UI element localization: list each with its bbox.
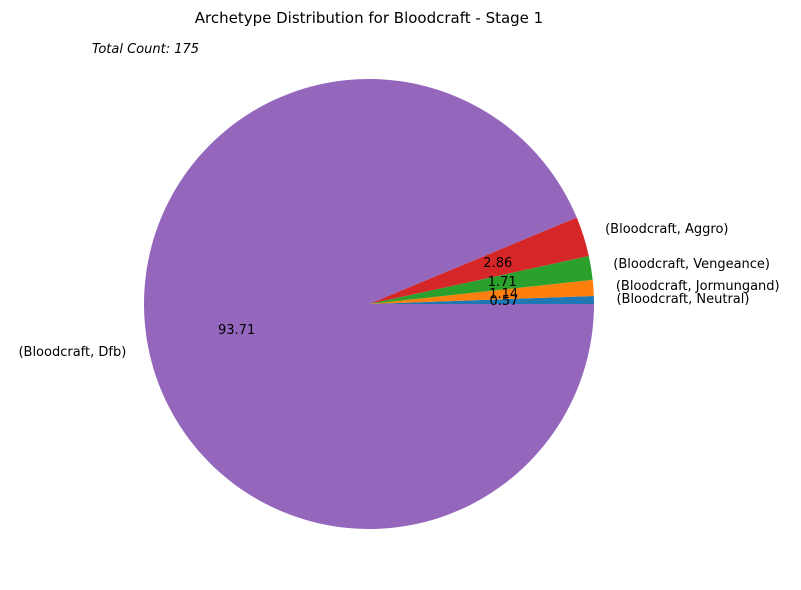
pie-slice (369, 256, 593, 304)
pie-slice (369, 217, 589, 304)
slice-label: (Bloodcraft, Aggro) (605, 222, 728, 237)
pie-labels: (Bloodcraft, Neutral) 0.57 (Bloodcraft, Jo… (18, 222, 779, 360)
slice-label: (Bloodcraft, Vengeance) (613, 257, 770, 272)
slice-value-label: 2.86 (483, 256, 512, 271)
slice-value-label: 1.14 (489, 287, 518, 302)
total-count-annotation: Total Count: 175 (92, 42, 199, 57)
slice-value-label: 1.71 (488, 275, 517, 290)
slice-value-label: 93.71 (218, 323, 255, 338)
pie-slice (369, 279, 594, 304)
pie-slices (143, 79, 594, 530)
slice-label: (Bloodcraft, Dfb) (18, 345, 126, 360)
slice-label: (Bloodcraft, Neutral) (616, 292, 749, 307)
chart-title: Archetype Distribution for Bloodcraft - … (195, 9, 543, 27)
pie-slice (143, 79, 594, 530)
pie-slice (369, 295, 594, 304)
slice-label: (Bloodcraft, Jormungand) (616, 279, 780, 294)
slice-value-label: 0.57 (490, 294, 519, 309)
